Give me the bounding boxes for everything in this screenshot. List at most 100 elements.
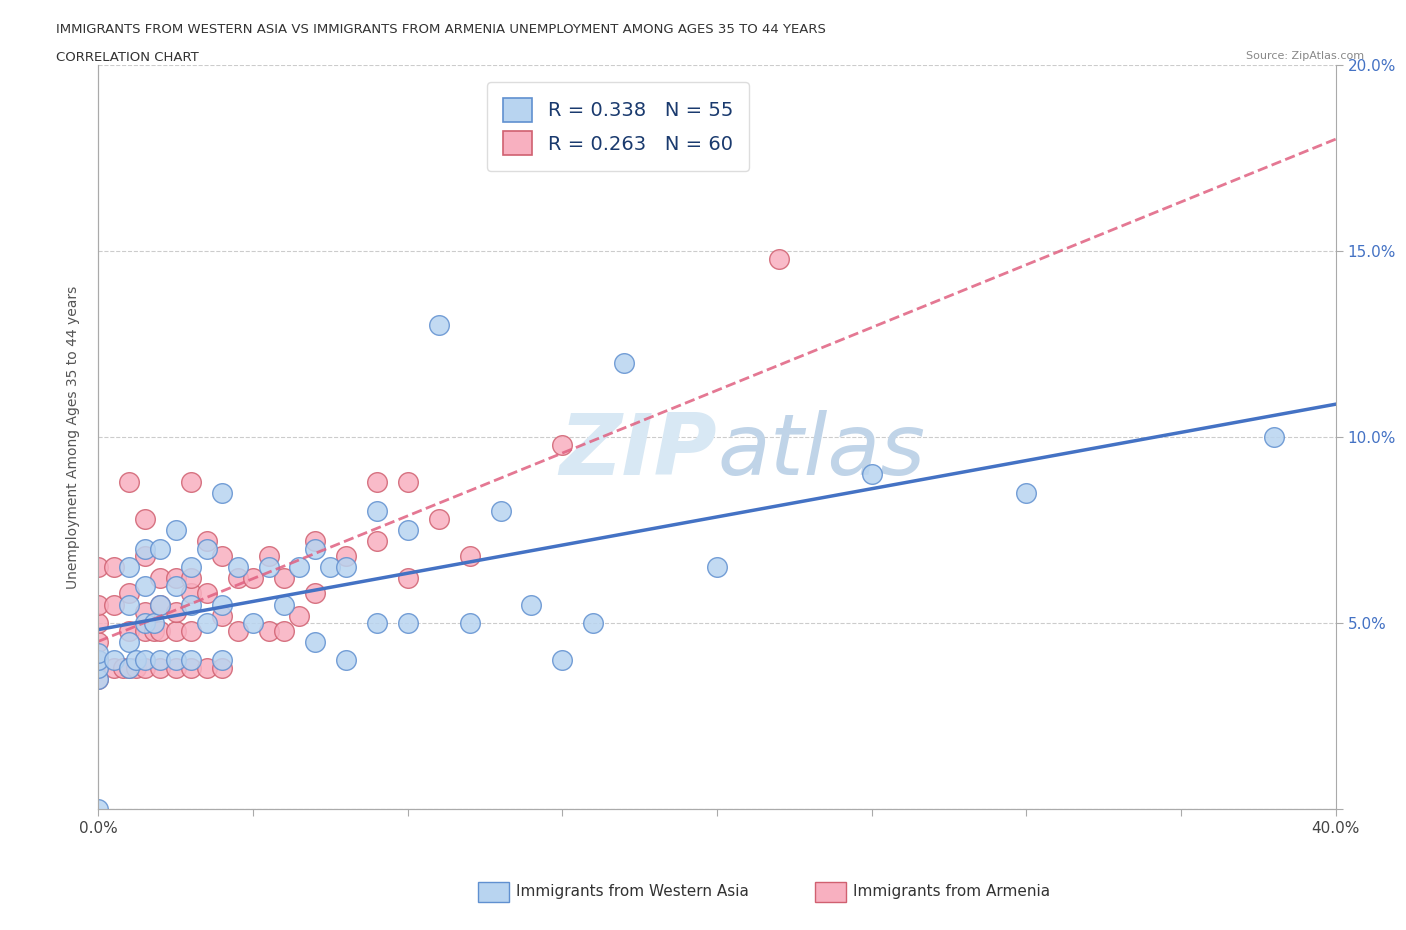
Point xyxy=(87,634,110,649)
Point xyxy=(211,660,233,675)
Point xyxy=(112,660,135,675)
Point xyxy=(226,623,249,638)
Point xyxy=(257,623,280,638)
Point xyxy=(143,623,166,638)
Point xyxy=(118,586,141,601)
Point xyxy=(134,660,156,675)
Point xyxy=(195,541,218,556)
Text: ZIP: ZIP xyxy=(560,410,717,494)
Point xyxy=(551,437,574,452)
Point xyxy=(366,616,388,631)
Point xyxy=(257,560,280,575)
Point xyxy=(211,549,233,564)
Point xyxy=(180,623,202,638)
Point xyxy=(165,623,187,638)
Point xyxy=(149,541,172,556)
Point xyxy=(551,653,574,668)
Point xyxy=(118,560,141,575)
Point xyxy=(335,653,357,668)
Point xyxy=(165,523,187,538)
Point xyxy=(288,608,311,623)
Point xyxy=(87,560,110,575)
Point xyxy=(1263,430,1285,445)
Point xyxy=(149,597,172,612)
Point xyxy=(427,318,450,333)
Point xyxy=(211,653,233,668)
Point xyxy=(706,560,728,575)
Point xyxy=(134,541,156,556)
Point xyxy=(304,541,326,556)
Text: atlas: atlas xyxy=(717,410,925,494)
Point xyxy=(165,653,187,668)
Point xyxy=(149,597,172,612)
Point xyxy=(211,597,233,612)
Point xyxy=(180,597,202,612)
Point xyxy=(118,660,141,675)
Point xyxy=(103,653,125,668)
Point xyxy=(87,653,110,668)
Point xyxy=(165,578,187,593)
Point xyxy=(180,474,202,489)
Point xyxy=(87,671,110,686)
Point xyxy=(149,660,172,675)
Point xyxy=(87,660,110,675)
Point xyxy=(273,597,295,612)
Y-axis label: Unemployment Among Ages 35 to 44 years: Unemployment Among Ages 35 to 44 years xyxy=(66,286,80,589)
Point xyxy=(134,623,156,638)
Point xyxy=(304,534,326,549)
Point xyxy=(118,634,141,649)
Legend: R = 0.338   N = 55, R = 0.263   N = 60: R = 0.338 N = 55, R = 0.263 N = 60 xyxy=(488,82,748,170)
Point xyxy=(149,653,172,668)
Point xyxy=(273,571,295,586)
Point xyxy=(134,512,156,526)
Point xyxy=(366,474,388,489)
Point xyxy=(242,616,264,631)
Point xyxy=(118,660,141,675)
Point xyxy=(226,571,249,586)
Point xyxy=(335,560,357,575)
Point xyxy=(520,597,543,612)
Point xyxy=(103,597,125,612)
Point xyxy=(165,660,187,675)
Point xyxy=(180,560,202,575)
Point xyxy=(134,578,156,593)
Text: Immigrants from Armenia: Immigrants from Armenia xyxy=(853,884,1050,899)
Point xyxy=(195,660,218,675)
Point xyxy=(143,616,166,631)
Point xyxy=(288,560,311,575)
Point xyxy=(1015,485,1038,500)
Point xyxy=(396,571,419,586)
Point xyxy=(134,616,156,631)
Point xyxy=(366,504,388,519)
Point xyxy=(87,616,110,631)
Point xyxy=(768,251,790,266)
Point xyxy=(195,534,218,549)
Point xyxy=(87,660,110,675)
Point xyxy=(211,485,233,500)
Point xyxy=(396,616,419,631)
Point xyxy=(180,586,202,601)
Text: Source: ZipAtlas.com: Source: ZipAtlas.com xyxy=(1246,51,1364,61)
Point xyxy=(582,616,605,631)
Point xyxy=(180,653,202,668)
Point xyxy=(87,653,110,668)
Point xyxy=(149,623,172,638)
Point xyxy=(226,560,249,575)
Point xyxy=(149,571,172,586)
Text: Immigrants from Western Asia: Immigrants from Western Asia xyxy=(516,884,749,899)
Point xyxy=(396,474,419,489)
Point xyxy=(242,571,264,586)
Point xyxy=(87,645,110,660)
Point xyxy=(87,597,110,612)
Point xyxy=(427,512,450,526)
Point xyxy=(134,549,156,564)
Point xyxy=(211,608,233,623)
Point xyxy=(257,549,280,564)
Point xyxy=(195,586,218,601)
Point xyxy=(165,571,187,586)
Point xyxy=(118,474,141,489)
Point xyxy=(458,616,481,631)
Point xyxy=(180,571,202,586)
Point xyxy=(304,586,326,601)
Text: CORRELATION CHART: CORRELATION CHART xyxy=(56,51,200,64)
